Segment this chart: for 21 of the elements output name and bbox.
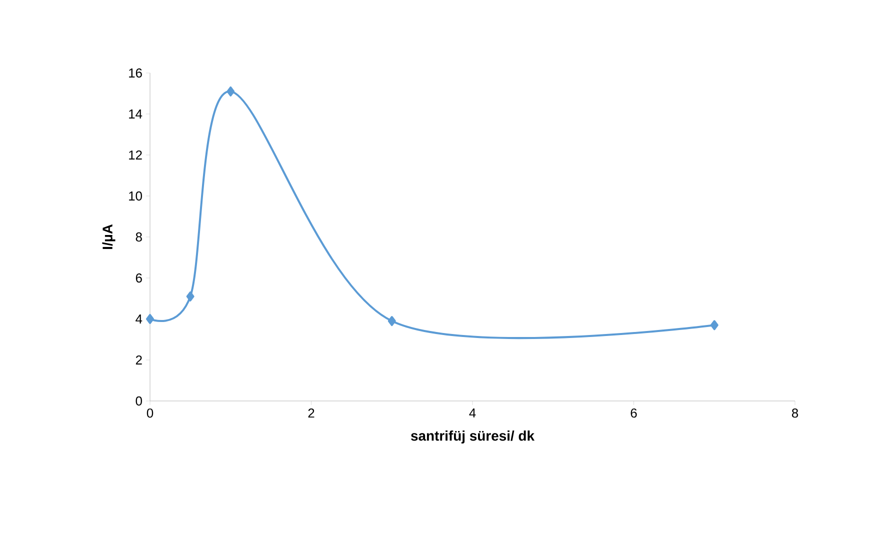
x-tick-label: 8 (792, 408, 798, 418)
x-tick-label: 2 (308, 408, 314, 418)
y-tick-label: 4 (136, 314, 142, 324)
y-tick-label: 8 (136, 232, 142, 242)
point (226, 86, 235, 96)
x-tick-label: 6 (630, 408, 637, 418)
x-tick-label: 0 (146, 408, 154, 418)
x-axis-title: santrifüj süresi/ dk (410, 430, 535, 444)
y-tick-label: 2 (136, 355, 142, 365)
y-tick-label: 14 (129, 110, 142, 118)
y-tick-label: 0 (136, 396, 142, 406)
y-tick-label: 6 (136, 273, 142, 283)
y-tick-label: 10 (129, 191, 142, 201)
y-tick-label: 12 (129, 150, 142, 160)
x-tick-label: 4 (469, 408, 476, 418)
y-axis-title: I/µA (102, 224, 116, 249)
point (186, 291, 194, 302)
point (710, 320, 718, 330)
y-tick-label: 16 (129, 68, 142, 78)
point (388, 316, 396, 326)
point (146, 314, 154, 324)
